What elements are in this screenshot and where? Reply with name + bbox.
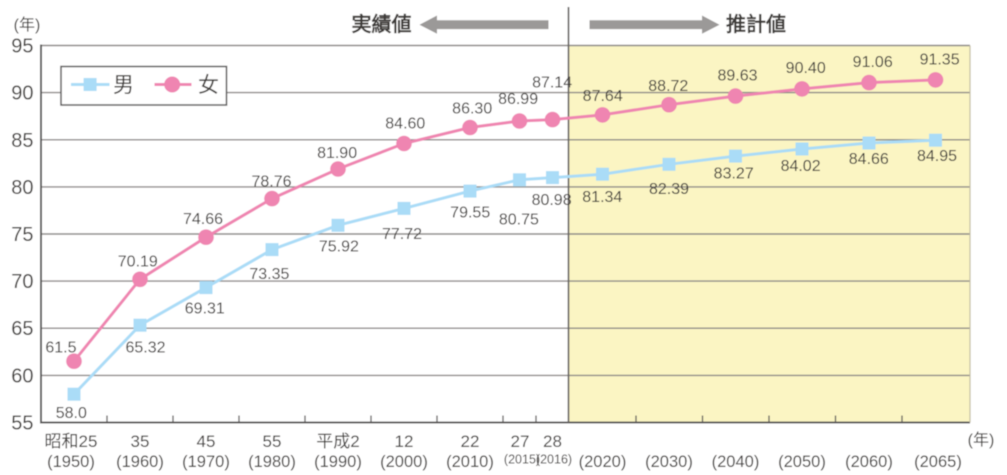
svg-text:75: 75 <box>11 224 33 246</box>
svg-text:82.39: 82.39 <box>649 181 689 198</box>
svg-text:74.66: 74.66 <box>183 211 223 228</box>
svg-text:89.63: 89.63 <box>717 68 757 85</box>
svg-text:58.0: 58.0 <box>56 405 87 422</box>
svg-text:(1950): (1950) <box>47 453 95 471</box>
svg-text:70.19: 70.19 <box>118 254 158 271</box>
svg-text:90: 90 <box>11 83 33 105</box>
svg-text:77.72: 77.72 <box>382 226 422 243</box>
svg-text:84.02: 84.02 <box>781 158 821 175</box>
svg-text:78.76: 78.76 <box>251 174 291 191</box>
svg-text:平成2: 平成2 <box>316 432 359 451</box>
svg-text:12: 12 <box>395 432 414 451</box>
svg-text:55: 55 <box>263 432 282 451</box>
svg-text:80: 80 <box>11 177 33 199</box>
svg-text:28: 28 <box>543 432 562 451</box>
svg-text:60: 60 <box>11 365 33 387</box>
svg-text:22: 22 <box>461 432 480 451</box>
svg-text:61.5: 61.5 <box>45 339 76 356</box>
svg-text:実績値: 実績値 <box>352 12 412 36</box>
svg-text:88.72: 88.72 <box>648 78 688 95</box>
svg-text:86.99: 86.99 <box>498 91 538 108</box>
svg-text:65.32: 65.32 <box>125 340 165 357</box>
svg-text:(2000): (2000) <box>380 453 428 471</box>
svg-text:79.55: 79.55 <box>450 204 490 221</box>
svg-text:69.31: 69.31 <box>185 301 225 318</box>
svg-text:81.90: 81.90 <box>317 145 357 162</box>
svg-text:35: 35 <box>131 432 150 451</box>
svg-text:86.30: 86.30 <box>452 101 492 118</box>
svg-text:27: 27 <box>511 432 530 451</box>
svg-text:(2065): (2065) <box>914 453 962 471</box>
svg-text:(年): (年) <box>14 16 41 34</box>
svg-text:(2050): (2050) <box>778 453 826 471</box>
svg-text:70: 70 <box>11 271 33 293</box>
svg-text:65: 65 <box>11 318 33 340</box>
svg-text:75.92: 75.92 <box>319 239 359 256</box>
svg-text:83.27: 83.27 <box>714 166 754 183</box>
svg-text:(2020): (2020) <box>579 453 627 471</box>
svg-text:(2040): (2040) <box>712 453 760 471</box>
svg-text:95: 95 <box>11 36 33 58</box>
svg-text:84.95: 84.95 <box>917 148 957 165</box>
svg-text:昭和25: 昭和25 <box>45 432 98 451</box>
svg-text:91.06: 91.06 <box>853 54 893 71</box>
svg-text:91.35: 91.35 <box>920 51 960 68</box>
svg-text:(1990): (1990) <box>314 453 362 471</box>
svg-text:推計値: 推計値 <box>726 12 786 36</box>
svg-text:(1960): (1960) <box>116 453 164 471</box>
svg-text:73.35: 73.35 <box>249 266 289 283</box>
svg-text:80.75: 80.75 <box>499 211 539 228</box>
svg-text:84.60: 84.60 <box>385 116 425 133</box>
svg-text:45: 45 <box>197 432 216 451</box>
svg-text:87.64: 87.64 <box>583 88 623 105</box>
svg-text:(年): (年) <box>968 431 995 449</box>
svg-text:(2030): (2030) <box>645 453 693 471</box>
svg-text:81.34: 81.34 <box>582 189 622 206</box>
svg-text:(2010): (2010) <box>446 453 494 471</box>
svg-text:90.40: 90.40 <box>786 60 826 77</box>
svg-text:男: 男 <box>113 74 134 97</box>
svg-text:(2016): (2016) <box>536 453 572 467</box>
svg-text:87.14: 87.14 <box>532 75 572 92</box>
svg-text:(1980): (1980) <box>248 453 296 471</box>
svg-text:55: 55 <box>11 413 33 435</box>
svg-text:(1970): (1970) <box>182 453 230 471</box>
svg-text:80.98: 80.98 <box>532 192 572 209</box>
svg-text:85: 85 <box>11 130 33 152</box>
svg-text:(2060): (2060) <box>845 453 893 471</box>
svg-text:女: 女 <box>198 74 219 97</box>
svg-text:(2015): (2015) <box>504 453 540 467</box>
svg-text:84.66: 84.66 <box>849 151 889 168</box>
